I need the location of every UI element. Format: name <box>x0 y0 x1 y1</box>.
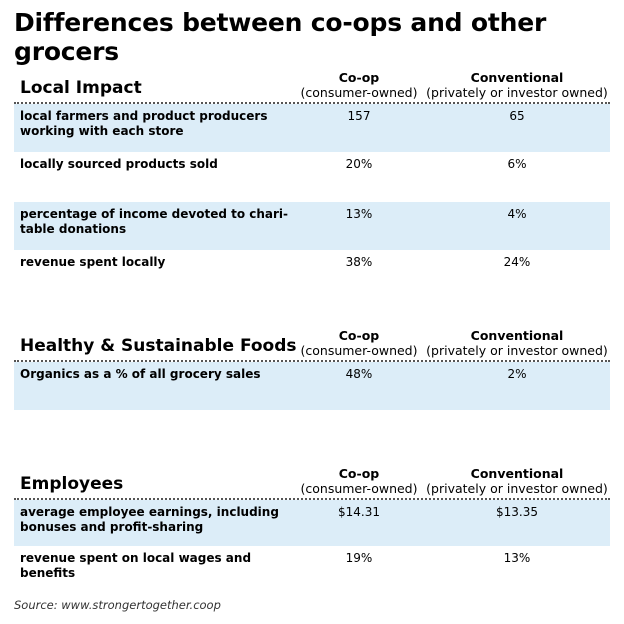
page-title: Differences between co-ops and other gro… <box>14 8 547 66</box>
column-subtitle: (privately or investor owned) <box>426 85 608 100</box>
source-note: Source: www.strongertogether.coop <box>14 598 221 612</box>
section-local-impact: Local Impact Co-op (consumer-owned) Conv… <box>14 64 610 290</box>
column-header-conventional: Conventional (privately or investor owne… <box>424 70 610 100</box>
section-header: Healthy & Sustainable Foods Co-op (consu… <box>14 322 610 360</box>
coop-value: 20% <box>345 157 373 171</box>
column-subtitle: (consumer-owned) <box>300 343 418 358</box>
section-header: Employees Co-op (consumer-owned) Convent… <box>14 460 610 498</box>
table-row: local farmers and product producers work… <box>14 104 610 152</box>
table-row: revenue spent locally 38% 24% <box>14 250 610 290</box>
conventional-value: 4% <box>507 207 527 221</box>
column-subtitle: (consumer-owned) <box>300 481 418 496</box>
column-name: Conventional <box>470 328 564 343</box>
section-title: Healthy & Sustainable Foods <box>20 336 297 356</box>
coop-value: 19% <box>345 551 373 565</box>
coop-value: 48% <box>345 367 373 381</box>
column-subtitle: (consumer-owned) <box>300 85 418 100</box>
dotted-divider <box>14 102 610 104</box>
conventional-value: 2% <box>507 367 527 381</box>
row-label: revenue spent locally <box>20 255 166 269</box>
row-label: local farmers and product producers work… <box>20 109 268 138</box>
column-subtitle: (privately or investor owned) <box>426 343 608 358</box>
row-label: average employee earnings, including bon… <box>20 505 279 534</box>
conventional-value: 65 <box>509 109 525 123</box>
section-title: Local Impact <box>20 78 142 98</box>
conventional-value: $13.35 <box>496 505 538 519</box>
section-title: Employees <box>20 474 124 494</box>
column-name: Conventional <box>470 466 564 481</box>
column-header-conventional: Conventional (privately or investor owne… <box>424 328 610 358</box>
row-label: revenue spent on local wages and benefit… <box>20 551 252 580</box>
section-employees: Employees Co-op (consumer-owned) Convent… <box>14 460 610 586</box>
section-healthy-foods: Healthy & Sustainable Foods Co-op (consu… <box>14 322 610 410</box>
conventional-value: 6% <box>507 157 527 171</box>
dotted-divider <box>14 360 610 362</box>
section-header: Local Impact Co-op (consumer-owned) Conv… <box>14 64 610 102</box>
dotted-divider <box>14 498 610 500</box>
coop-value: $14.31 <box>338 505 380 519</box>
table-row: average employee earnings, including bon… <box>14 500 610 546</box>
coop-value: 38% <box>345 255 373 269</box>
row-label: percentage of income devoted to chari-ta… <box>20 207 289 236</box>
column-header-coop: Co-op (consumer-owned) <box>296 466 422 496</box>
table-row: locally sourced products sold 20% 6% <box>14 152 610 202</box>
column-header-conventional: Conventional (privately or investor owne… <box>424 466 610 496</box>
row-label: Organics as a % of all grocery sales <box>20 367 261 381</box>
table-row: Organics as a % of all grocery sales 48%… <box>14 362 610 410</box>
coop-value: 13% <box>345 207 373 221</box>
conventional-value: 13% <box>503 551 531 565</box>
table-row: revenue spent on local wages and benefit… <box>14 546 610 586</box>
column-name: Co-op <box>338 466 380 481</box>
table-row: percentage of income devoted to chari-ta… <box>14 202 610 250</box>
column-name: Conventional <box>470 70 564 85</box>
column-name: Co-op <box>338 328 380 343</box>
coop-value: 157 <box>347 109 371 123</box>
column-header-coop: Co-op (consumer-owned) <box>296 328 422 358</box>
row-label: locally sourced products sold <box>20 157 218 171</box>
conventional-value: 24% <box>503 255 531 269</box>
column-name: Co-op <box>338 70 380 85</box>
column-header-coop: Co-op (consumer-owned) <box>296 70 422 100</box>
column-subtitle: (privately or investor owned) <box>426 481 608 496</box>
